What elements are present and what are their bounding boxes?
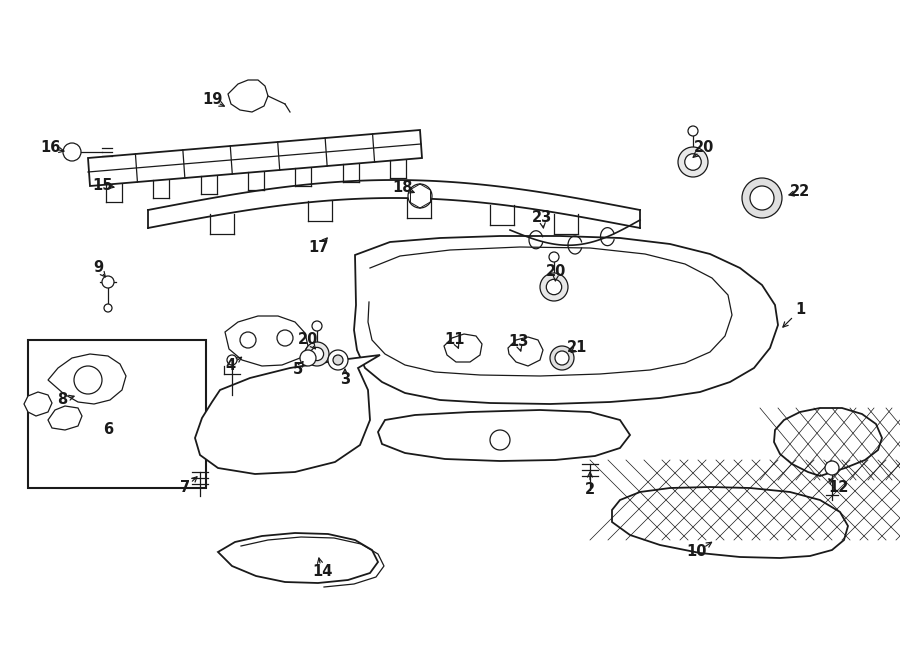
Circle shape <box>555 351 569 365</box>
Text: 14: 14 <box>311 564 332 580</box>
Circle shape <box>333 355 343 365</box>
Text: 20: 20 <box>298 332 319 348</box>
Circle shape <box>742 178 782 218</box>
Text: 22: 22 <box>790 184 810 200</box>
Text: 8: 8 <box>57 393 68 407</box>
Circle shape <box>63 143 81 161</box>
Text: 21: 21 <box>567 340 587 356</box>
Text: 19: 19 <box>202 93 222 108</box>
Circle shape <box>825 461 839 475</box>
Polygon shape <box>48 354 126 404</box>
Circle shape <box>305 342 329 366</box>
Text: 10: 10 <box>687 545 707 559</box>
Polygon shape <box>228 80 268 112</box>
Polygon shape <box>88 130 422 186</box>
Circle shape <box>490 430 510 450</box>
Text: 4: 4 <box>225 358 235 373</box>
Circle shape <box>104 304 112 312</box>
Text: 16: 16 <box>40 141 60 155</box>
Circle shape <box>685 154 701 171</box>
Polygon shape <box>774 408 882 476</box>
Circle shape <box>550 346 574 370</box>
Circle shape <box>74 366 102 394</box>
Circle shape <box>328 350 348 370</box>
Polygon shape <box>508 337 543 366</box>
Text: 11: 11 <box>445 332 465 348</box>
Text: 3: 3 <box>340 373 350 387</box>
Text: 5: 5 <box>292 362 303 377</box>
Circle shape <box>546 280 562 295</box>
Polygon shape <box>612 487 848 558</box>
Circle shape <box>240 332 256 348</box>
Circle shape <box>102 276 114 288</box>
Bar <box>28 340 206 488</box>
Circle shape <box>750 186 774 210</box>
Polygon shape <box>218 533 378 583</box>
Circle shape <box>277 330 293 346</box>
Polygon shape <box>24 392 52 416</box>
Circle shape <box>227 355 237 365</box>
Polygon shape <box>48 406 82 430</box>
Circle shape <box>688 126 698 136</box>
Text: 9: 9 <box>93 260 104 276</box>
Circle shape <box>300 350 316 366</box>
Text: 7: 7 <box>180 481 190 496</box>
Text: 2: 2 <box>585 483 595 498</box>
Circle shape <box>678 147 708 177</box>
Circle shape <box>310 348 324 361</box>
Polygon shape <box>195 355 380 474</box>
Polygon shape <box>378 410 630 461</box>
Circle shape <box>312 321 322 331</box>
Polygon shape <box>444 334 482 362</box>
Text: 23: 23 <box>532 210 552 225</box>
Circle shape <box>549 252 559 262</box>
Text: 6: 6 <box>103 422 113 438</box>
Text: 20: 20 <box>545 264 566 280</box>
Text: 1: 1 <box>795 303 806 317</box>
Text: 12: 12 <box>828 481 848 496</box>
Circle shape <box>540 273 568 301</box>
Text: 15: 15 <box>93 178 113 192</box>
Polygon shape <box>354 236 778 404</box>
Circle shape <box>408 184 432 208</box>
Text: 18: 18 <box>392 180 413 196</box>
Text: 13: 13 <box>508 334 528 350</box>
Text: 17: 17 <box>308 241 328 256</box>
Polygon shape <box>225 316 308 366</box>
Text: 20: 20 <box>694 141 715 155</box>
